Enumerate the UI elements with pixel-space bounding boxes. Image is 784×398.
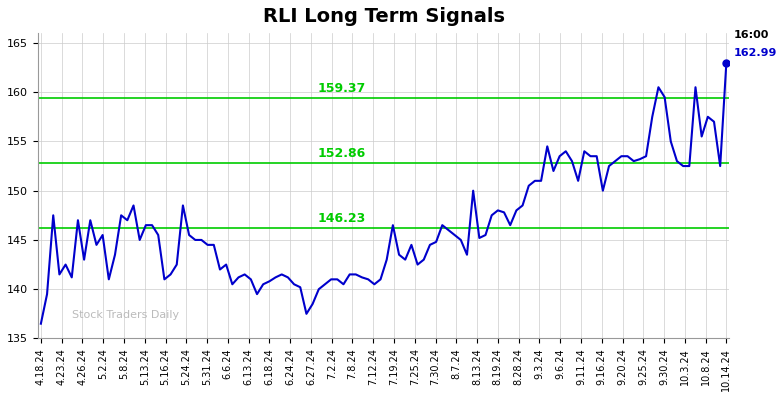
Title: RLI Long Term Signals: RLI Long Term Signals xyxy=(263,7,505,26)
Text: Stock Traders Daily: Stock Traders Daily xyxy=(72,310,180,320)
Text: 152.86: 152.86 xyxy=(318,146,366,160)
Text: 159.37: 159.37 xyxy=(318,82,366,96)
Text: 146.23: 146.23 xyxy=(318,212,366,225)
Text: 162.99: 162.99 xyxy=(733,48,777,58)
Text: 16:00: 16:00 xyxy=(733,30,768,40)
